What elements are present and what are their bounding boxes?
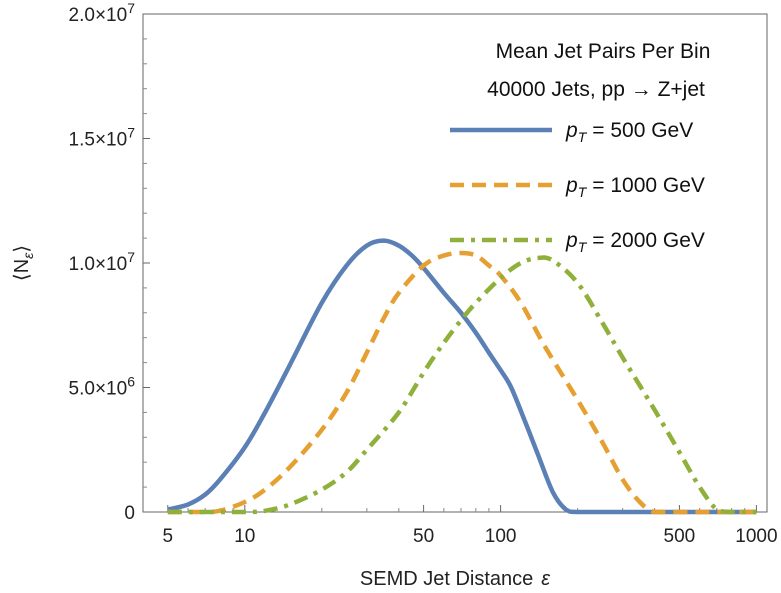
legend-title-line2: 40000 Jets, pp → Z+jet: [487, 78, 705, 101]
x-tick-label: 5: [163, 526, 174, 547]
legend-label-3: pT = 2000 GeV: [565, 229, 705, 255]
legend-label-1: pT = 500 GeV: [565, 119, 693, 145]
y-tick-label: 2.0×107: [69, 0, 136, 26]
x-tick-label: 50: [413, 526, 434, 547]
legend-entries: pT = 500 GeV pT = 1000 GeV pT = 2000 GeV: [450, 119, 705, 255]
y-axis-ticks: 0 5.0×106 1.0×107 1.5×107 2.0×107: [69, 0, 150, 524]
series-line-2: [167, 250, 757, 515]
x-axis-label: SEMD Jet Distance ε: [360, 568, 551, 590]
y-tick-label: 0: [124, 503, 135, 524]
x-tick-label: 1000: [735, 526, 777, 547]
series-line-1: [167, 238, 757, 515]
y-tick-label: 1.0×107: [69, 249, 136, 275]
x-tick-label: 100: [485, 526, 517, 547]
x-tick-label: 500: [664, 526, 696, 547]
legend-label-2: pT = 1000 GeV: [565, 174, 705, 200]
series-layer: [167, 238, 757, 515]
legend-title-line1: Mean Jet Pairs Per Bin: [496, 40, 711, 63]
y-tick-label: 5.0×106: [69, 374, 136, 400]
y-axis-label: ⟨Nε⟩: [11, 245, 36, 281]
x-tick-label: 10: [234, 526, 255, 547]
series-line-3: [167, 255, 757, 515]
y-tick-label: 1.5×107: [69, 125, 136, 151]
